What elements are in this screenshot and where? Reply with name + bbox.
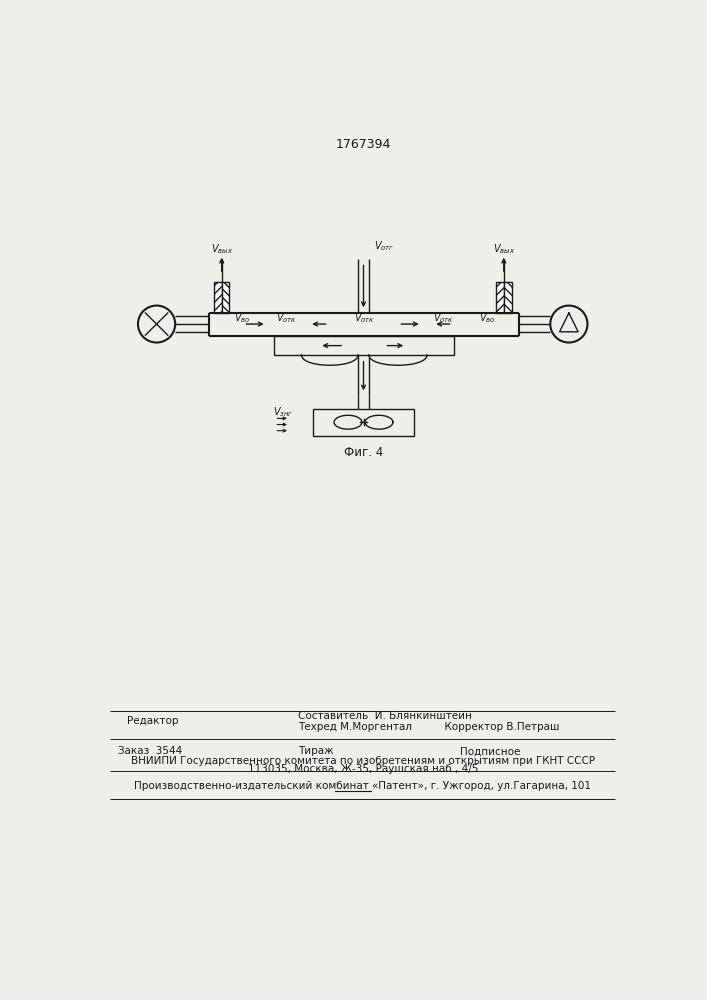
Text: $V_{отг}$: $V_{отг}$ <box>373 239 394 253</box>
Text: Редактор: Редактор <box>127 716 179 726</box>
Bar <box>274 336 454 355</box>
Text: $V_{отк}$: $V_{отк}$ <box>433 311 454 325</box>
Bar <box>313 409 414 436</box>
Text: Производственно-издательский комбинат «Патент», г. Ужгород, ул.Гагарина, 101: Производственно-издательский комбинат «П… <box>134 781 591 791</box>
Text: 1767394: 1767394 <box>336 138 391 151</box>
Text: ВНИИПИ Государственного комитета по изобретениям и открытиям при ГКНТ СССР: ВНИИПИ Государственного комитета по изоб… <box>131 756 595 766</box>
Text: 113035, Москва, Ж-35, Раушская наб., 4/5: 113035, Москва, Ж-35, Раушская наб., 4/5 <box>247 764 478 774</box>
Text: Составитель  И. Блянкинштейн: Составитель И. Блянкинштейн <box>298 711 472 721</box>
Text: Техред М.Моргентал          Корректор В.Петраш: Техред М.Моргентал Корректор В.Петраш <box>298 722 559 732</box>
Bar <box>222 282 230 312</box>
Text: Подписное: Подписное <box>460 746 521 756</box>
Bar <box>504 282 512 312</box>
Text: Тираж: Тираж <box>298 746 333 756</box>
Text: $V_{отк}$: $V_{отк}$ <box>354 311 375 325</box>
Bar <box>214 282 222 312</box>
Bar <box>496 282 504 312</box>
Text: $V_{знг}$: $V_{знг}$ <box>273 405 293 419</box>
Text: $V_{вых}$: $V_{вых}$ <box>493 242 515 256</box>
Text: $V_{во}$: $V_{во}$ <box>233 311 250 325</box>
Text: $V_{во}$: $V_{во}$ <box>479 311 496 325</box>
Text: $V_{вых}$: $V_{вых}$ <box>211 242 233 256</box>
Text: Заказ  3544: Заказ 3544 <box>118 746 182 756</box>
Text: Фиг. 4: Фиг. 4 <box>344 446 383 459</box>
Text: $V_{отк}$: $V_{отк}$ <box>276 311 296 325</box>
